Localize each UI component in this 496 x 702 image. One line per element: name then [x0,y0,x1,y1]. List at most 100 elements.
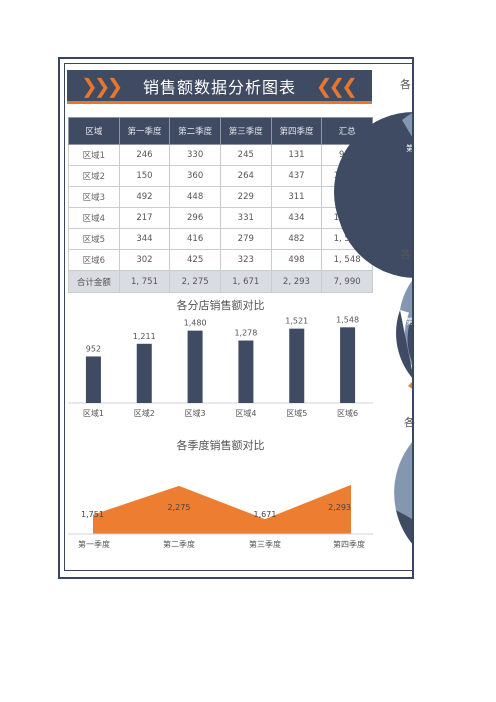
table-cell: 合计金额 [68,270,120,293]
bar [136,343,152,403]
bar [340,327,356,403]
data-label: 1,671 [254,510,277,519]
bar [187,330,203,403]
tick-label: 第四季度 [333,539,365,549]
data-label: 1,480 [184,319,207,328]
tick-label: 区域6 [337,408,358,418]
chevron-right-icon: ❯❯❯ [81,74,123,98]
table-row: 区域2 150 360 264 437 1, 211 [68,165,373,187]
pie-slice [396,510,414,546]
table-cell: 279 [219,228,272,250]
table-cell: 492 [118,186,171,208]
table-row: 区域5 344 416 279 482 1, 521 [68,228,373,250]
outer-frame [58,57,420,579]
sales-table: 区域 第一季度 第二季度 第三季度 第四季度 汇总 区域1 246 330 24… [68,117,373,293]
area-series [93,484,351,534]
table-cell: 1, 751 [118,270,171,293]
table-cell: 498 [270,249,323,271]
side-chart-title: 各 [400,78,411,91]
tick-label: 第一季度 [78,539,110,549]
table-cell: 2, 293 [270,270,323,293]
table-cell: 482 [270,228,323,250]
tick-label: 区域1 [83,408,104,418]
data-label: 1,211 [133,332,156,341]
table-cell: 331 [219,207,272,229]
page-title: 销售额数据分析图表 [142,77,296,97]
table-header-row: 区域 第一季度 第二季度 第三季度 第四季度 汇总 [68,117,373,145]
table-cell: 150 [118,165,171,187]
chevron-left-icon: ❮❮❮ [315,74,358,98]
side-chart-title: 各 [404,416,415,429]
table-cell: 360 [169,165,221,187]
tick-label: 区域5 [286,408,307,418]
table-cell: 448 [169,186,221,208]
pie-slice [334,112,414,272]
table-cell: 229 [219,186,272,208]
table-cell: 330 [169,144,221,166]
header-cell: 第一季度 [118,117,171,145]
data-label: 1,548 [336,315,359,324]
table-cell: 区域3 [68,186,120,208]
table-cell: 区域1 [68,144,120,166]
bar [289,328,305,403]
table-cell: 434 [270,207,323,229]
table-cell: 437 [270,165,323,187]
table-total-row: 合计金额 1, 751 2, 275 1, 671 2, 293 7, 990 [68,270,373,293]
table-cell: 296 [169,207,221,229]
bar-chart-title: 各分店销售额对比 [176,299,265,312]
header-cell: 第三季度 [219,117,272,145]
tick-label: 第二季度 [163,539,195,549]
header-cell: 第四季度 [270,117,323,145]
side-pie-label: 第 [406,317,414,326]
table-row: 区域6 302 425 323 498 1, 548 [68,249,373,271]
area-chart-title: 各季度销售额对比 [176,439,265,452]
table-cell: 246 [118,144,171,166]
title-banner: ❯❯❯ 销售额数据分析图表 ❮❮❮ [67,70,372,104]
tick-label: 区域2 [134,408,155,418]
tick-label: 区域4 [235,408,256,418]
tick-label: 区域3 [185,408,206,418]
bar [238,340,254,403]
crop-mask [414,55,496,580]
header-cell: 区域 [68,117,120,145]
header-cell: 第二季度 [169,117,221,145]
pie-slice [402,112,414,140]
data-label: 2,275 [168,503,191,512]
table-cell: 323 [219,249,272,271]
table-cell: 区域2 [68,165,120,187]
side-pie-visible [334,112,414,546]
side-pie-label: 第 [406,144,414,153]
table-cell: 302 [118,249,171,271]
table-cell: 264 [219,165,272,187]
pie-slice [396,310,414,380]
bar [85,356,101,403]
table-cell: 245 [219,144,272,166]
table-row: 区域4 217 296 331 434 1, 278 [68,207,373,229]
bar-chart: 952 区域1 1,211 区域2 1,480 区域3 1,278 区域4 1,521 区域5 1,… [68,315,373,418]
area-chart: 1,751 第一季度 2,275 第二季度 1,671 第三季度 2,293 第四季度 [68,484,373,549]
table-cell: 7, 990 [321,270,373,293]
table-row: 区域3 492 448 229 311 1, 480 [68,186,373,208]
table-cell: 217 [118,207,171,229]
table-row: 区域1 246 330 245 131 952 [68,144,373,166]
frame-right-edge [412,57,414,577]
pie-slice [394,440,414,520]
side-chart-title: 各 [400,248,411,261]
tick-label: 第三季度 [249,539,281,549]
table-cell: 区域5 [68,228,120,250]
data-label: 1,278 [234,329,257,338]
data-label: 1,521 [285,317,308,326]
table-cell: 131 [270,144,323,166]
table-cell: 2, 275 [169,270,221,293]
table-cell: 1, 671 [219,270,272,293]
data-label: 2,293 [328,503,351,512]
table-cell: 416 [169,228,221,250]
table-cell: 425 [169,249,221,271]
table-cell: 区域4 [68,207,120,229]
table-cell: 344 [118,228,171,250]
table-cell: 区域6 [68,249,120,271]
pie-slice [400,278,414,314]
table-cell: 311 [270,186,323,208]
inner-frame [64,63,417,571]
data-label: 952 [86,344,101,353]
